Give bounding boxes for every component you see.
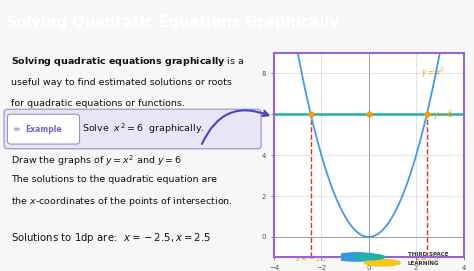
- Text: LEARNING: LEARNING: [408, 262, 439, 266]
- Circle shape: [354, 254, 385, 260]
- Text: Example: Example: [26, 125, 62, 134]
- Circle shape: [365, 260, 400, 266]
- Text: Draw the graphs of $y = x^2$ and $y = 6$: Draw the graphs of $y = x^2$ and $y = 6$: [11, 153, 182, 168]
- Text: $x = -2.5$: $x = -2.5$: [294, 254, 327, 263]
- FancyBboxPatch shape: [8, 114, 80, 144]
- Text: Solve  $x^2 = 6$  graphically.: Solve $x^2 = 6$ graphically.: [82, 122, 204, 136]
- Text: for quadratic equations or functions.: for quadratic equations or functions.: [11, 99, 184, 108]
- FancyBboxPatch shape: [4, 109, 261, 149]
- Text: The solutions to the quadratic equation are: The solutions to the quadratic equation …: [11, 175, 217, 184]
- Text: $y = x^2$: $y = x^2$: [421, 65, 445, 79]
- Text: $y = 6$: $y = 6$: [432, 108, 453, 121]
- Text: THIRD SPACE: THIRD SPACE: [408, 252, 448, 257]
- Text: $x = 2.5$: $x = 2.5$: [415, 254, 439, 263]
- Circle shape: [334, 253, 380, 261]
- Text: Solutions to 1dp are:  $x = -2.5, x = 2.5$: Solutions to 1dp are: $x = -2.5, x = 2.5…: [11, 231, 210, 246]
- Text: useful way to find estimated solutions or roots: useful way to find estimated solutions o…: [11, 78, 232, 86]
- Text: ✏: ✏: [14, 125, 20, 134]
- Text: $\mathbf{Solving\ quadratic\ equations\ graphically}$$\rm{\ is\ a}$: $\mathbf{Solving\ quadratic\ equations\ …: [11, 55, 244, 68]
- Text: Solving Quadratic Equations Graphically: Solving Quadratic Equations Graphically: [6, 15, 339, 30]
- Text: the $x$-coordinates of the points of intersection.: the $x$-coordinates of the points of int…: [11, 195, 233, 208]
